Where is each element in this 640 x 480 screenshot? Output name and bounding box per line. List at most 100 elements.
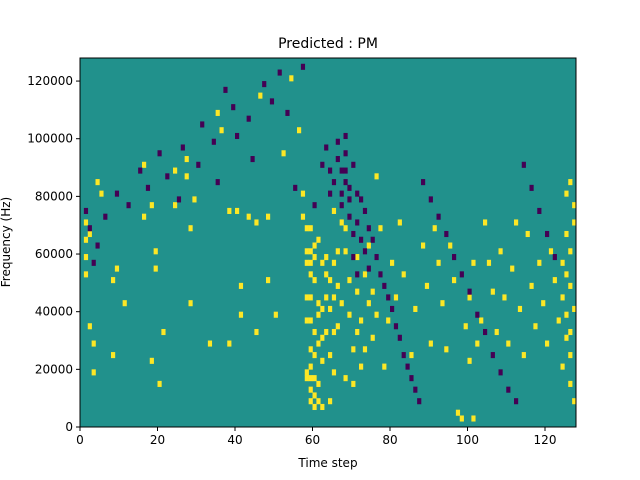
heatmap-cell-high [467, 357, 472, 364]
heatmap-cell-low [91, 259, 96, 266]
heatmap-cell-low [250, 156, 255, 163]
heatmap-cell-low [176, 196, 182, 203]
heatmap-cell-high [308, 398, 313, 405]
y-axis-label: Frequency (Hz) [0, 197, 13, 288]
heatmap-cell-high [273, 311, 278, 318]
heatmap-background [80, 58, 576, 427]
y-tick-label: 120000 [27, 74, 73, 88]
heatmap-cell-high [440, 300, 445, 307]
heatmap-cell-high [374, 311, 379, 318]
heatmap-cell-low [545, 230, 550, 238]
heatmap-cell-high [316, 398, 321, 405]
heatmap-cell-high [355, 288, 360, 295]
heatmap-cell-low [114, 190, 120, 197]
heatmap-cell-high [312, 375, 317, 382]
heatmap-cell-high [304, 294, 309, 301]
heatmap-cell-high [320, 259, 325, 266]
heatmap-cell-high [142, 161, 147, 168]
heatmap-cell-low [312, 202, 317, 209]
heatmap-cell-high [304, 369, 309, 376]
heatmap-cell-high [378, 225, 383, 232]
x-axis-label: Time step [297, 456, 357, 470]
heatmap-cell-low [355, 219, 360, 226]
heatmap-cell-high [564, 334, 569, 341]
heatmap-cell-high [343, 225, 348, 232]
heatmap-cell-high [502, 294, 507, 301]
heatmap-cell-high [560, 363, 565, 370]
heatmap-cell-low [386, 294, 391, 301]
heatmap-cell-high [351, 380, 356, 387]
heatmap-cell-low [351, 230, 356, 238]
heatmap-cell-high [568, 352, 573, 359]
heatmap-cell-high [517, 305, 523, 312]
heatmap-cell-high [308, 248, 313, 255]
heatmap-cell-high [328, 398, 333, 405]
heatmap-cell-high [266, 277, 271, 284]
heatmap-cell-low [359, 196, 364, 203]
heatmap-cell-high [312, 277, 317, 284]
plot-area [80, 58, 577, 427]
heatmap-cell-high [370, 288, 375, 295]
heatmap-cell-high [510, 265, 515, 272]
heatmap-cell-low [95, 242, 100, 249]
heatmap-cell-high [297, 127, 302, 134]
heatmap-cell-high [390, 259, 395, 266]
heatmap-cell-high [308, 375, 313, 382]
heatmap-cell-high [343, 248, 348, 255]
heatmap-cell-high [560, 259, 565, 266]
heatmap-cell-high [572, 202, 577, 209]
heatmap-cell-high [351, 346, 356, 353]
heatmap-cell-high [452, 277, 457, 284]
heatmap-cell-high [324, 271, 329, 278]
heatmap-cell-high [304, 248, 309, 255]
heatmap-cell-low [339, 202, 344, 209]
heatmap-cell-low [382, 282, 387, 289]
heatmap-cell-high [331, 369, 337, 376]
heatmap-cell-high [207, 340, 213, 347]
heatmap-cell-high [347, 311, 352, 318]
heatmap-cell-high [266, 213, 271, 220]
heatmap-cell-high [215, 109, 220, 116]
heatmap-cell-low [231, 104, 236, 111]
heatmap-cell-high [471, 259, 476, 266]
y-tick-label: 40000 [35, 305, 73, 319]
heatmap-cell-high [304, 375, 309, 382]
x-axis: 0 20 40 60 80 100 120 [76, 427, 556, 447]
heatmap-cell-high [366, 300, 371, 307]
heatmap-cell-high [393, 294, 399, 301]
heatmap-cell-high [308, 294, 313, 301]
y-tick-label: 100000 [27, 132, 73, 146]
heatmap-cell-low [366, 225, 371, 232]
heatmap-cell-low [397, 334, 402, 341]
heatmap-cell-high [142, 213, 147, 220]
heatmap-cell-high [424, 282, 430, 289]
heatmap-cell-high [87, 323, 92, 330]
heatmap-cell-high [568, 328, 573, 336]
x-tick-label: 20 [150, 433, 165, 447]
heatmap-cell-high [114, 265, 120, 272]
heatmap-cell-high [525, 230, 530, 238]
heatmap-cell-high [308, 386, 313, 393]
heatmap-cell-low [351, 254, 356, 261]
heatmap-cell-high [548, 248, 554, 255]
heatmap-cell-high [331, 207, 337, 214]
heatmap-cell-low [370, 236, 375, 243]
heatmap-cell-high [258, 92, 263, 99]
heatmap-cell-low [246, 115, 251, 122]
heatmap-cell-high [421, 242, 426, 249]
heatmap-cell-low [362, 207, 368, 214]
heatmap-cell-low [343, 150, 348, 157]
y-tick-label: 0 [65, 420, 73, 434]
heatmap-cell-high [432, 225, 437, 232]
heatmap-cell-high [494, 328, 499, 336]
heatmap-cell-low [401, 352, 406, 359]
heatmap-cell-high [537, 259, 542, 266]
heatmap-cell-low [444, 230, 449, 238]
heatmap-cell-high [312, 392, 317, 399]
heatmap-cell-high [331, 294, 337, 301]
heatmap-cell-high [564, 271, 569, 278]
heatmap-cell-low [514, 398, 519, 405]
heatmap-cell-high [246, 213, 251, 220]
heatmap-cell-low [293, 184, 298, 191]
